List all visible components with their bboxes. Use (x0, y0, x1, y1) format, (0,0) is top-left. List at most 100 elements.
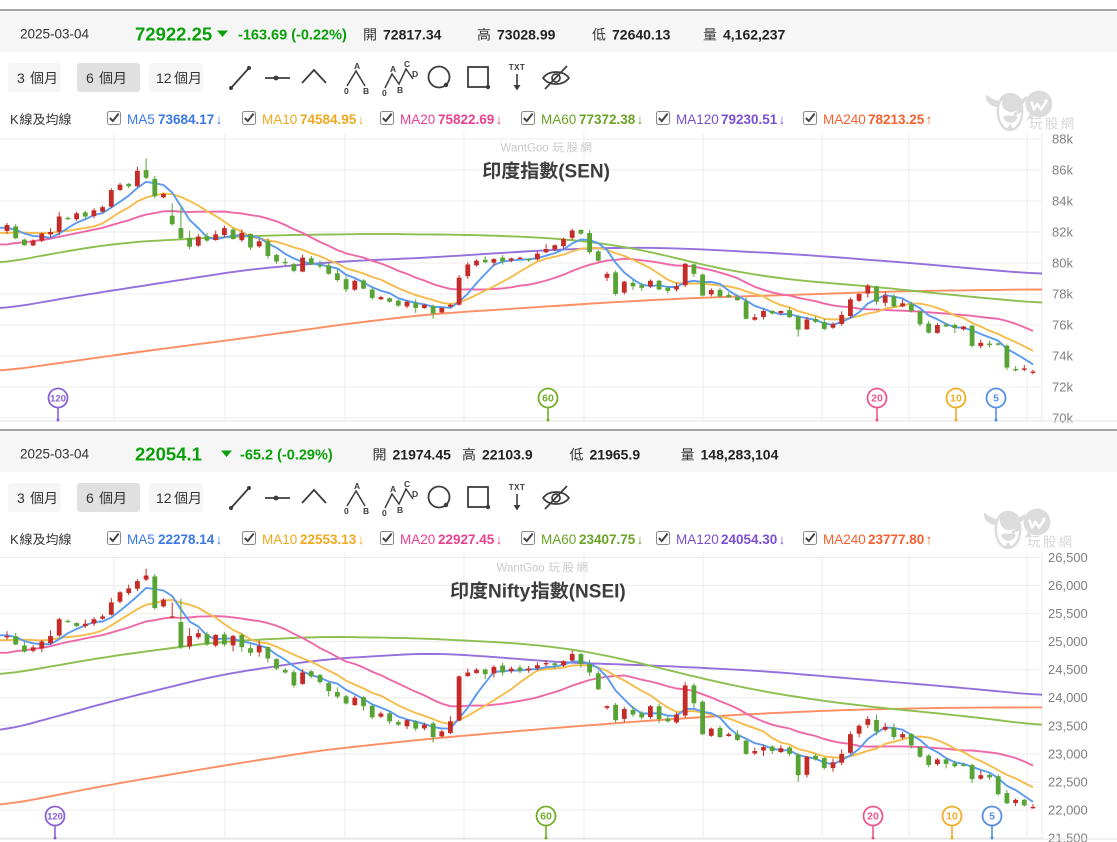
svg-text:73028.99: 73028.99 (497, 27, 556, 43)
svg-text:↓: ↓ (216, 112, 223, 127)
svg-text:K: K (10, 532, 19, 547)
svg-text:6: 6 (86, 490, 94, 506)
svg-text:22553.13: 22553.13 (300, 532, 357, 547)
svg-text:77372.38: 77372.38 (579, 112, 636, 127)
svg-text:MA120: MA120 (676, 532, 719, 547)
svg-text:79230.51: 79230.51 (721, 112, 778, 127)
svg-text:84k: 84k (1052, 194, 1073, 209)
svg-text:21965.9: 21965.9 (590, 447, 641, 463)
svg-text:86k: 86k (1052, 163, 1073, 178)
svg-text:22,000: 22,000 (1048, 803, 1088, 818)
svg-text:C: C (404, 59, 410, 69)
svg-text:Nifty: Nifty (488, 582, 531, 603)
svg-text:23777.80: 23777.80 (868, 532, 924, 547)
svg-text:25,500: 25,500 (1048, 606, 1088, 621)
svg-text:D: D (412, 69, 418, 79)
svg-text:74k: 74k (1052, 349, 1073, 364)
svg-text:5: 5 (989, 811, 995, 823)
svg-text:23,000: 23,000 (1048, 746, 1088, 761)
svg-text:72817.34: 72817.34 (383, 27, 442, 43)
svg-text:75822.69: 75822.69 (438, 112, 494, 127)
svg-text:72640.13: 72640.13 (612, 27, 671, 43)
svg-text:21,500: 21,500 (1048, 831, 1088, 842)
svg-text:22927.45: 22927.45 (438, 532, 495, 547)
svg-text:↓: ↓ (358, 532, 365, 547)
svg-text:148,283,104: 148,283,104 (701, 447, 779, 463)
svg-text:0: 0 (382, 508, 387, 518)
svg-text:(SEN): (SEN) (558, 162, 610, 183)
svg-text:A: A (390, 484, 396, 494)
svg-text:120: 120 (47, 812, 63, 823)
svg-text:↓: ↓ (496, 112, 503, 127)
svg-text:24,500: 24,500 (1048, 662, 1088, 677)
svg-text:↓: ↓ (358, 112, 365, 127)
svg-text:20: 20 (871, 393, 883, 405)
svg-text:C: C (404, 479, 410, 489)
svg-text:-163.69 (-0.22%): -163.69 (-0.22%) (238, 28, 347, 44)
svg-text:↑: ↑ (926, 112, 933, 127)
svg-text:23,500: 23,500 (1048, 718, 1088, 733)
svg-text:↓: ↓ (637, 112, 644, 127)
svg-text:22,500: 22,500 (1048, 774, 1088, 789)
svg-text:MA240: MA240 (823, 112, 866, 127)
svg-text:-65.2 (-0.29%): -65.2 (-0.29%) (240, 448, 333, 464)
svg-text:72922.25: 72922.25 (135, 24, 212, 45)
svg-text:B: B (397, 85, 403, 95)
svg-text:MA240: MA240 (823, 532, 866, 547)
svg-text:K: K (10, 112, 19, 127)
svg-text:82k: 82k (1052, 225, 1073, 240)
svg-text:12: 12 (156, 70, 172, 86)
svg-text:2025-03-04: 2025-03-04 (20, 27, 90, 42)
svg-text:72k: 72k (1052, 380, 1073, 395)
svg-text:22278.14: 22278.14 (158, 532, 215, 547)
svg-text:74584.95: 74584.95 (300, 112, 357, 127)
svg-text:26,500: 26,500 (1048, 553, 1088, 565)
svg-text:25,000: 25,000 (1048, 634, 1088, 649)
svg-text:88k: 88k (1052, 133, 1073, 147)
svg-text:78k: 78k (1052, 287, 1073, 302)
svg-text:2025-03-04: 2025-03-04 (20, 447, 90, 462)
svg-text:0: 0 (382, 88, 387, 98)
svg-text:B: B (363, 86, 369, 96)
svg-text:TXT: TXT (509, 63, 526, 72)
svg-text:3: 3 (17, 490, 25, 506)
svg-text:(NSEI): (NSEI) (569, 582, 626, 603)
svg-text:21974.45: 21974.45 (393, 447, 452, 463)
svg-text:10: 10 (946, 811, 958, 823)
svg-text:WantGoo: WantGoo (497, 563, 545, 575)
svg-text:A: A (354, 61, 360, 71)
svg-text:24054.30: 24054.30 (721, 532, 777, 547)
svg-text:↓: ↓ (779, 532, 786, 547)
svg-text:TXT: TXT (509, 483, 526, 492)
svg-text:A: A (354, 481, 360, 491)
svg-text:MA10: MA10 (262, 112, 297, 127)
svg-text:0: 0 (344, 506, 349, 516)
svg-text:MA5: MA5 (127, 112, 155, 127)
svg-text:B: B (397, 505, 403, 515)
svg-text:B: B (363, 506, 369, 516)
svg-text:60: 60 (540, 811, 552, 823)
svg-text:3: 3 (17, 70, 25, 86)
svg-text:73684.17: 73684.17 (158, 112, 214, 127)
svg-text:MA20: MA20 (400, 532, 435, 547)
svg-text:A: A (390, 64, 396, 74)
svg-text:5: 5 (993, 393, 999, 405)
svg-text:↓: ↓ (496, 532, 503, 547)
svg-text:24,000: 24,000 (1048, 690, 1088, 705)
svg-text:12: 12 (156, 490, 172, 506)
svg-text:23407.75: 23407.75 (579, 532, 636, 547)
svg-text:4,162,237: 4,162,237 (723, 27, 785, 43)
svg-text:10: 10 (950, 393, 962, 405)
svg-text:6: 6 (86, 70, 94, 86)
svg-text:20: 20 (867, 811, 879, 823)
svg-text:78213.25: 78213.25 (868, 112, 925, 127)
svg-text:60: 60 (542, 393, 554, 405)
svg-text:↓: ↓ (637, 532, 644, 547)
svg-text:76k: 76k (1052, 318, 1073, 333)
svg-text:WantGoo: WantGoo (501, 143, 549, 155)
svg-text:MA10: MA10 (262, 532, 297, 547)
svg-text:↓: ↓ (216, 532, 223, 547)
svg-text:22103.9: 22103.9 (482, 447, 533, 463)
svg-text:↓: ↓ (779, 112, 786, 127)
svg-text:MA20: MA20 (400, 112, 435, 127)
